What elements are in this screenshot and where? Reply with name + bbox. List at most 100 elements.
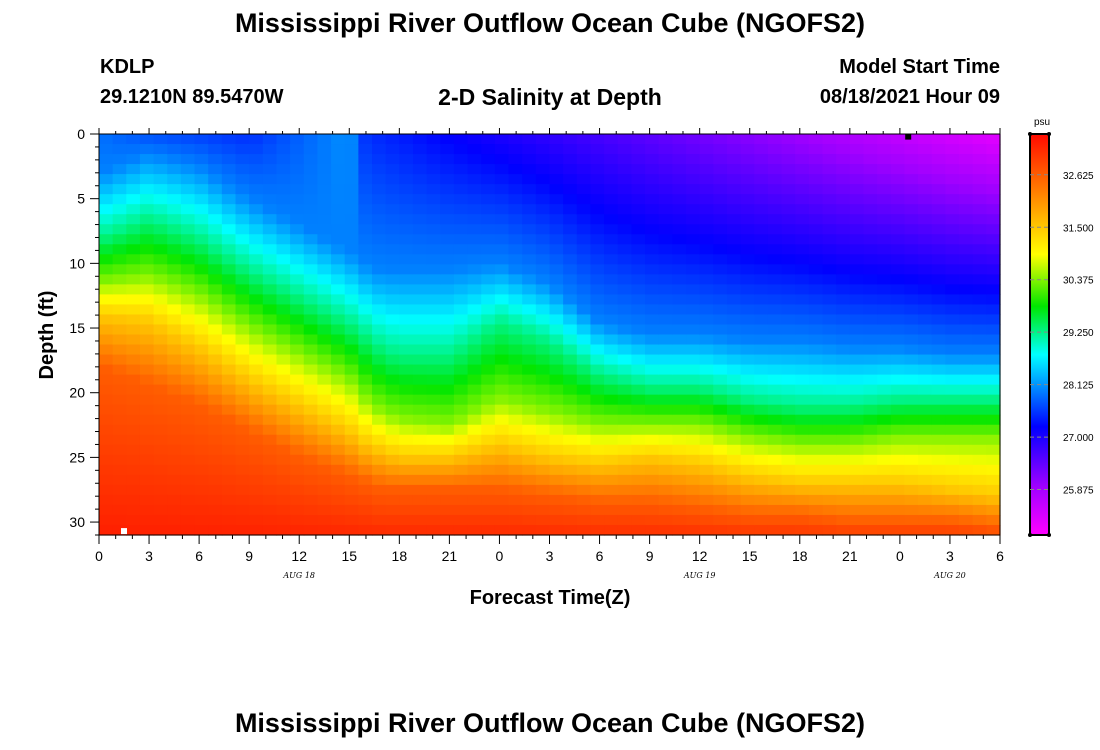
heatmap-cell xyxy=(139,244,155,255)
heatmap-cell xyxy=(808,344,824,356)
heatmap-cell xyxy=(590,404,605,416)
colorbar-unit: psu xyxy=(1034,117,1050,128)
heatmap-cell xyxy=(276,304,291,316)
heatmap-cell xyxy=(481,454,496,466)
heatmap-cell xyxy=(358,134,373,145)
heatmap-cell xyxy=(563,264,578,275)
heatmap-cell xyxy=(481,344,496,356)
heatmap-cell xyxy=(890,234,906,245)
heatmap-cell xyxy=(959,264,974,275)
heatmap-cell xyxy=(686,384,701,396)
heatmap-cell xyxy=(699,384,714,396)
heatmap-cell xyxy=(931,214,946,225)
heatmap-cell xyxy=(604,214,619,225)
x-tick-label: 21 xyxy=(842,548,858,564)
heatmap-cell xyxy=(112,304,127,316)
heatmap-cell xyxy=(467,174,482,185)
heatmap-cell xyxy=(699,204,714,215)
heatmap-cell xyxy=(508,404,523,416)
heatmap-cell xyxy=(440,374,455,386)
heatmap-cell xyxy=(331,444,346,456)
heatmap-cell xyxy=(112,514,127,526)
heatmap-cell xyxy=(167,314,182,326)
heatmap-cell xyxy=(481,134,496,145)
heatmap-cell xyxy=(344,494,359,506)
heatmap-cell xyxy=(959,494,974,506)
heatmap-cell xyxy=(959,374,974,386)
heatmap-cell xyxy=(563,404,578,416)
heatmap-cell xyxy=(699,374,714,386)
heatmap-cell xyxy=(658,134,673,145)
heatmap-cell xyxy=(358,464,373,476)
heatmap-cell xyxy=(235,204,250,215)
heatmap-cell xyxy=(849,144,865,155)
heatmap-cell xyxy=(576,484,592,496)
heatmap-cell xyxy=(385,324,400,336)
heatmap-cell xyxy=(372,504,387,516)
heatmap-cell xyxy=(781,494,796,506)
heatmap-cell xyxy=(112,214,127,225)
heatmap-cell xyxy=(576,364,592,376)
heatmap-cell xyxy=(235,214,250,225)
heatmap-cell xyxy=(481,464,496,476)
heatmap-cell xyxy=(303,204,319,215)
heatmap-cell xyxy=(276,474,291,486)
heatmap-cell xyxy=(699,194,714,205)
heatmap-cell xyxy=(372,294,387,306)
heatmap-cell xyxy=(740,414,755,426)
heatmap-cell xyxy=(331,464,346,476)
heatmap-cell xyxy=(822,384,837,396)
heatmap-cell xyxy=(385,314,400,326)
heatmap-cell xyxy=(590,514,605,526)
heatmap-cell xyxy=(590,264,605,275)
heatmap-cell xyxy=(276,254,291,265)
heatmap-cell xyxy=(863,324,878,336)
heatmap-cell xyxy=(890,494,906,506)
heatmap-cell xyxy=(508,214,523,225)
heatmap-cell xyxy=(563,184,578,195)
heatmap-cell xyxy=(99,214,114,225)
heatmap-cell xyxy=(358,164,373,175)
heatmap-cell xyxy=(686,404,701,416)
heatmap-cell xyxy=(344,284,359,295)
heatmap-cell xyxy=(672,174,687,185)
heatmap-cell xyxy=(563,324,578,336)
heatmap-cell xyxy=(808,354,824,366)
heatmap-cell xyxy=(317,354,332,366)
heatmap-cell xyxy=(972,244,987,255)
heatmap-cell xyxy=(808,524,824,536)
heatmap-cell xyxy=(986,364,1001,376)
heatmap-cell xyxy=(303,364,319,376)
heatmap-cell xyxy=(99,164,114,175)
heatmap-cell xyxy=(686,444,701,456)
heatmap-cell xyxy=(631,254,646,265)
heatmap-cell xyxy=(358,244,373,255)
heatmap-cell xyxy=(795,394,810,406)
heatmap-cell xyxy=(754,204,769,215)
heatmap-cell xyxy=(194,204,209,215)
heatmap-cell xyxy=(672,154,687,165)
heatmap-cell xyxy=(276,264,291,275)
heatmap-cell xyxy=(754,324,769,336)
heatmap-cell xyxy=(126,294,141,306)
heatmap-cell xyxy=(672,194,687,205)
heatmap-cell xyxy=(822,354,837,366)
heatmap-cell xyxy=(726,374,742,386)
heatmap-cell xyxy=(713,274,728,285)
heatmap-cell xyxy=(795,504,810,516)
heatmap-cell xyxy=(863,404,878,416)
heatmap-cell xyxy=(740,494,755,506)
heatmap-cell xyxy=(344,224,359,235)
heatmap-cell xyxy=(412,444,428,456)
heatmap-cell xyxy=(604,514,619,526)
heatmap-cell xyxy=(590,164,605,175)
heatmap-cell xyxy=(686,134,701,145)
heatmap-cell xyxy=(740,214,755,225)
heatmap-cell xyxy=(494,494,510,506)
heatmap-cell xyxy=(563,434,578,446)
heatmap-cell xyxy=(767,194,783,205)
heatmap-cell xyxy=(235,344,250,356)
heatmap-cell xyxy=(467,484,482,496)
heatmap-cell xyxy=(972,164,987,175)
heatmap-cell xyxy=(849,304,865,316)
